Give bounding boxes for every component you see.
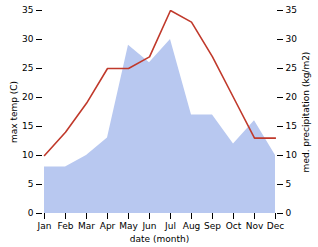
svg-text:Nov: Nov [246,221,264,231]
svg-text:30: 30 [22,34,34,44]
svg-text:15: 15 [22,121,33,131]
svg-text:Jun: Jun [141,221,156,231]
svg-text:20: 20 [22,92,34,102]
svg-text:Dec: Dec [267,221,284,231]
svg-text:25: 25 [22,63,33,73]
svg-text:Jul: Jul [164,221,176,231]
svg-text:Aug: Aug [183,221,201,231]
svg-text:5: 5 [286,179,292,189]
svg-text:35: 35 [22,5,33,15]
svg-text:Jan: Jan [37,221,52,231]
svg-text:25: 25 [286,63,297,73]
svg-text:Oct: Oct [226,221,242,231]
svg-text:35: 35 [286,5,297,15]
svg-text:0: 0 [28,208,34,218]
svg-text:med. precipitation (kg/m2): med. precipitation (kg/m2) [301,52,311,173]
svg-text:May: May [119,221,138,231]
svg-text:0: 0 [286,208,292,218]
svg-text:max temp (C): max temp (C) [9,81,19,143]
svg-text:30: 30 [286,34,298,44]
svg-text:Sep: Sep [204,221,221,231]
svg-text:5: 5 [28,179,34,189]
svg-text:Feb: Feb [58,221,74,231]
svg-text:Apr: Apr [100,221,116,231]
svg-text:date (month): date (month) [130,234,189,244]
svg-text:Mar: Mar [78,221,95,231]
svg-text:10: 10 [286,150,298,160]
svg-text:15: 15 [286,121,297,131]
svg-text:10: 10 [22,150,34,160]
svg-text:20: 20 [286,92,298,102]
